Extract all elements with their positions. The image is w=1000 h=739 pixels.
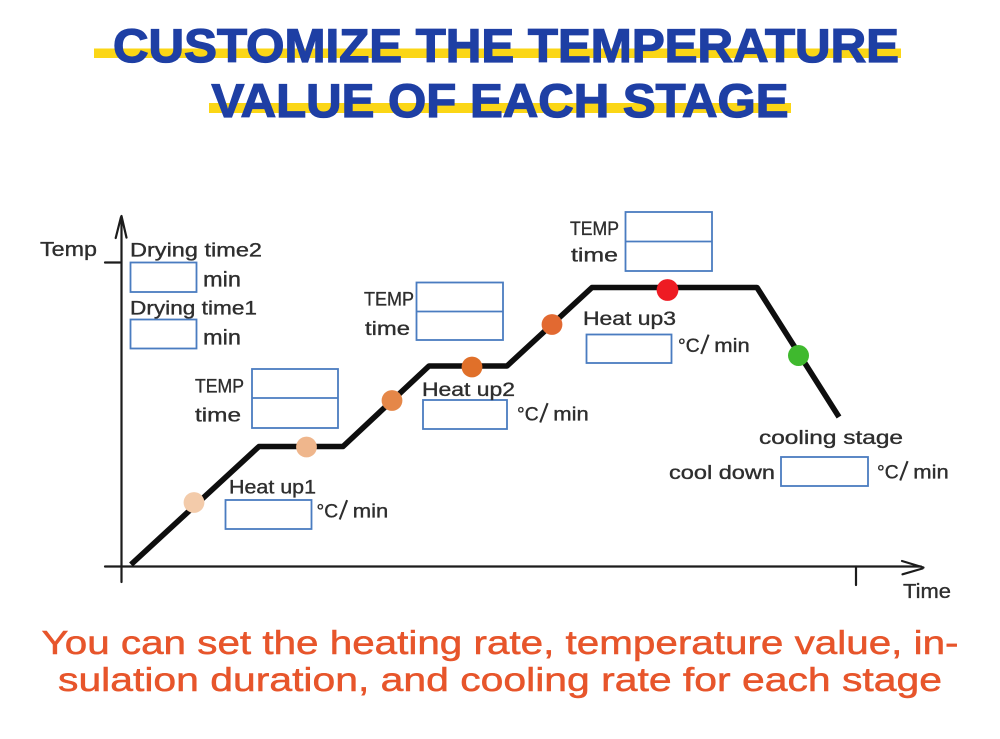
svg-text:You can set the heating rate,: You can set the heating rate, temperatur… bbox=[42, 624, 959, 661]
svg-text:time: time bbox=[571, 246, 618, 267]
svg-text:Time: Time bbox=[903, 580, 951, 603]
svg-text:Drying time2: Drying time2 bbox=[130, 241, 262, 262]
svg-text:TEMP: TEMP bbox=[364, 290, 414, 311]
svg-text:TEMP: TEMP bbox=[570, 219, 619, 240]
svg-text:min: min bbox=[203, 269, 241, 292]
svg-text:Temp: Temp bbox=[40, 238, 97, 261]
svg-text:time: time bbox=[365, 319, 410, 340]
svg-text:CUSTOMIZE THE TEMPERATURE: CUSTOMIZE THE TEMPERATURE bbox=[113, 19, 899, 72]
svg-text:Drying time1: Drying time1 bbox=[130, 299, 257, 320]
svg-text:Heat up1: Heat up1 bbox=[229, 478, 316, 499]
svg-text:cooling stage: cooling stage bbox=[759, 428, 903, 449]
svg-text:Heat up2: Heat up2 bbox=[422, 380, 515, 401]
svg-text:VALUE OF EACH STAGE: VALUE OF EACH STAGE bbox=[212, 74, 789, 127]
svg-text:time: time bbox=[195, 406, 241, 427]
svg-text:TEMP: TEMP bbox=[195, 377, 244, 398]
svg-text:sulation duration, and cooling: sulation duration, and cooling rate for … bbox=[58, 661, 942, 698]
svg-text:cool down: cool down bbox=[669, 463, 775, 484]
svg-text:Heat up3: Heat up3 bbox=[583, 309, 676, 330]
svg-text:min: min bbox=[203, 327, 241, 350]
